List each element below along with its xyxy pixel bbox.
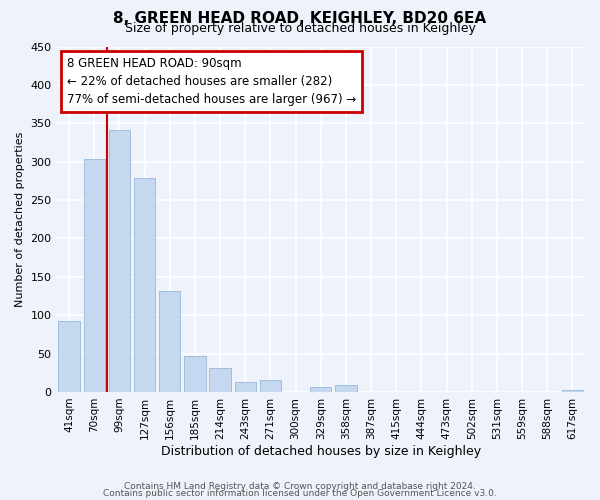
Bar: [335, 385, 356, 392]
Y-axis label: Number of detached properties: Number of detached properties: [15, 132, 25, 307]
Bar: [260, 380, 281, 392]
Text: 8 GREEN HEAD ROAD: 90sqm
← 22% of detached houses are smaller (282)
77% of semi-: 8 GREEN HEAD ROAD: 90sqm ← 22% of detach…: [67, 57, 356, 106]
Bar: [159, 292, 181, 392]
Text: Size of property relative to detached houses in Keighley: Size of property relative to detached ho…: [125, 22, 475, 35]
Text: Contains HM Land Registry data © Crown copyright and database right 2024.: Contains HM Land Registry data © Crown c…: [124, 482, 476, 491]
Bar: [109, 130, 130, 392]
Bar: [134, 178, 155, 392]
Bar: [83, 158, 105, 392]
X-axis label: Distribution of detached houses by size in Keighley: Distribution of detached houses by size …: [161, 444, 481, 458]
Text: Contains public sector information licensed under the Open Government Licence v3: Contains public sector information licen…: [103, 489, 497, 498]
Bar: [58, 320, 80, 392]
Text: 8, GREEN HEAD ROAD, KEIGHLEY, BD20 6EA: 8, GREEN HEAD ROAD, KEIGHLEY, BD20 6EA: [113, 11, 487, 26]
Bar: [310, 386, 331, 392]
Bar: [562, 390, 583, 392]
Bar: [184, 356, 206, 392]
Bar: [209, 368, 231, 392]
Bar: [235, 382, 256, 392]
